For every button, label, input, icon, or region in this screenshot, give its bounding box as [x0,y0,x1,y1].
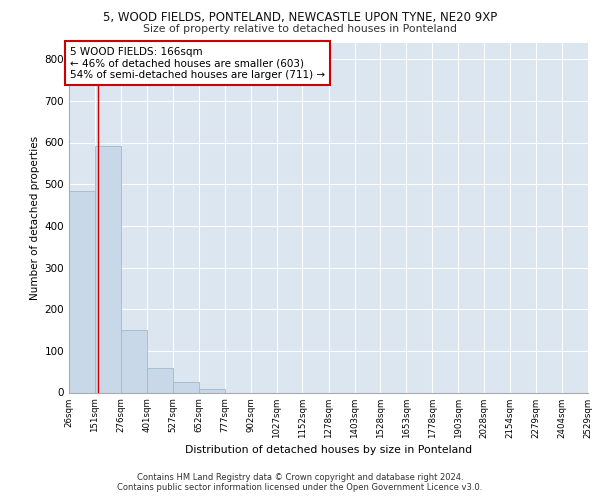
Bar [95,146,121,392]
X-axis label: Distribution of detached houses by size in Ponteland: Distribution of detached houses by size … [185,444,472,454]
Bar [121,330,147,392]
Bar [147,368,173,392]
Text: 5 WOOD FIELDS: 166sqm
← 46% of detached houses are smaller (603)
54% of semi-det: 5 WOOD FIELDS: 166sqm ← 46% of detached … [70,46,325,80]
Text: Contains HM Land Registry data © Crown copyright and database right 2024.
Contai: Contains HM Land Registry data © Crown c… [118,473,482,492]
Bar [69,191,95,392]
Text: Size of property relative to detached houses in Ponteland: Size of property relative to detached ho… [143,24,457,34]
Bar [173,382,199,392]
Text: 5, WOOD FIELDS, PONTELAND, NEWCASTLE UPON TYNE, NE20 9XP: 5, WOOD FIELDS, PONTELAND, NEWCASTLE UPO… [103,11,497,24]
Y-axis label: Number of detached properties: Number of detached properties [31,136,40,300]
Bar [199,389,225,392]
